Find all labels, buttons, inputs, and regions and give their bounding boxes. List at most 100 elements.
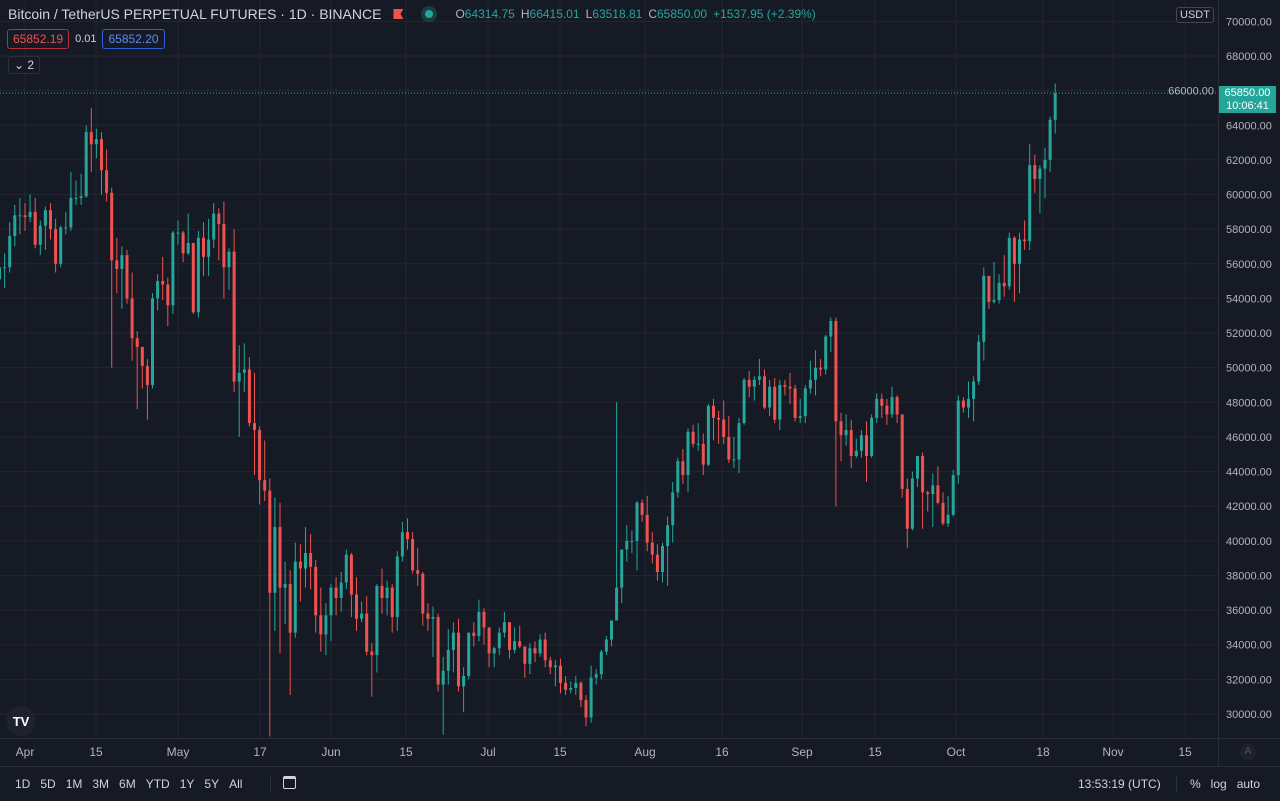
range-all[interactable]: All <box>229 777 243 791</box>
candle-body <box>0 267 1 280</box>
candle-body <box>319 615 323 635</box>
candle-body <box>737 423 741 460</box>
candle-body <box>390 587 394 618</box>
tradingview-logo[interactable]: TV <box>6 706 36 736</box>
candle <box>457 618 460 692</box>
candle <box>59 225 63 268</box>
price-tick-label: 46000.00 <box>1226 432 1272 444</box>
candle-body <box>763 376 766 408</box>
auto-toggle[interactable]: auto <box>1236 777 1261 791</box>
candle-body <box>569 688 573 690</box>
candle <box>400 521 404 562</box>
range-1d[interactable]: 1D <box>15 777 31 791</box>
candle-body <box>406 532 409 540</box>
candle-body <box>691 431 695 444</box>
candle <box>819 359 823 377</box>
range-5d[interactable]: 5D <box>40 777 56 791</box>
candle-body <box>1002 282 1006 287</box>
candle-body <box>375 585 379 656</box>
candle <box>151 293 154 389</box>
candle-body <box>533 648 537 654</box>
candle-body <box>829 320 833 337</box>
range-ytd[interactable]: YTD <box>145 777 170 791</box>
candle-body <box>74 197 78 199</box>
market-status-icon[interactable] <box>425 10 434 18</box>
candle-body <box>518 641 522 647</box>
price-tick-label: 36000.00 <box>1226 605 1272 617</box>
candle-body <box>171 232 175 306</box>
candle <box>574 675 578 695</box>
time-tick-label: May <box>167 745 190 759</box>
candle-body <box>666 525 670 547</box>
flag-icon[interactable] <box>393 9 404 19</box>
currency-button[interactable]: USDT <box>1176 7 1214 23</box>
candle-body <box>298 561 302 569</box>
percent-toggle[interactable]: % <box>1190 777 1201 791</box>
candle <box>671 481 675 543</box>
range-1y[interactable]: 1Y <box>179 777 195 791</box>
candle <box>334 577 338 616</box>
close-value: 65850.00 <box>657 7 708 21</box>
candle-body <box>105 170 109 193</box>
candle-body <box>844 430 848 436</box>
candle-body <box>788 386 792 389</box>
candle <box>564 675 568 695</box>
candle-body <box>421 573 425 614</box>
candle <box>171 230 175 315</box>
range-6m[interactable]: 6M <box>119 777 136 791</box>
price-tick-label: 50000.00 <box>1226 363 1272 375</box>
candle-body <box>100 139 103 171</box>
candle-body <box>1028 165 1032 242</box>
candle <box>916 455 919 488</box>
candle <box>1048 116 1052 173</box>
candle <box>569 681 573 694</box>
candle-body <box>253 423 256 431</box>
candle <box>395 551 399 631</box>
candle-body <box>865 435 868 456</box>
candle-body <box>880 398 884 406</box>
range-5y[interactable]: 5Y <box>204 777 220 791</box>
candle-body <box>859 435 863 451</box>
candle <box>691 424 695 448</box>
candle <box>406 518 409 550</box>
candle-body <box>997 282 1001 301</box>
time-tick-label: Aug <box>634 745 655 759</box>
candle-body <box>630 540 634 542</box>
candle <box>967 381 970 418</box>
buy-button[interactable]: 65852.20 <box>102 29 165 49</box>
candle <box>441 656 445 735</box>
candle <box>941 492 945 526</box>
clock[interactable]: 13:53:19 (UTC) <box>1078 777 1161 791</box>
candle-body <box>1007 237 1011 287</box>
candle <box>1038 165 1042 214</box>
symbol-title[interactable]: Bitcoin / TetherUS PERPETUAL FUTURES · 1… <box>8 6 382 22</box>
change-value: +1537.95 (+2.39%) <box>713 7 816 21</box>
price-tick-label: 68000.00 <box>1226 51 1272 63</box>
indicators-toggle[interactable]: ⌄ 2 <box>8 56 41 74</box>
candle <box>885 398 889 425</box>
time-tick-label: 16 <box>715 745 729 759</box>
candle <box>140 346 144 389</box>
candle-body <box>972 381 976 399</box>
calendar-goto-icon[interactable] <box>283 776 296 789</box>
candle-body <box>900 414 904 489</box>
candle-body <box>212 213 216 240</box>
auto-scale-button[interactable]: A <box>1240 744 1256 760</box>
candle-body <box>584 700 588 718</box>
candle <box>824 334 828 375</box>
candle-body <box>798 416 802 418</box>
candle <box>926 490 930 512</box>
candle-body <box>462 675 466 687</box>
candle-body <box>28 211 32 218</box>
candle-body <box>992 300 996 302</box>
candlestick-chart[interactable]: 70000.00 68000.00 66000.00 64000.00 62000.00… <box>0 0 1280 766</box>
candle <box>604 636 608 656</box>
log-toggle[interactable]: log <box>1210 777 1227 791</box>
range-1m[interactable]: 1M <box>65 777 83 791</box>
candle-body <box>334 587 338 598</box>
candle-body <box>824 336 828 370</box>
range-3m[interactable]: 3M <box>92 777 110 791</box>
sell-button[interactable]: 65852.19 <box>7 29 70 49</box>
candle <box>538 634 542 657</box>
candle-body <box>819 367 823 370</box>
